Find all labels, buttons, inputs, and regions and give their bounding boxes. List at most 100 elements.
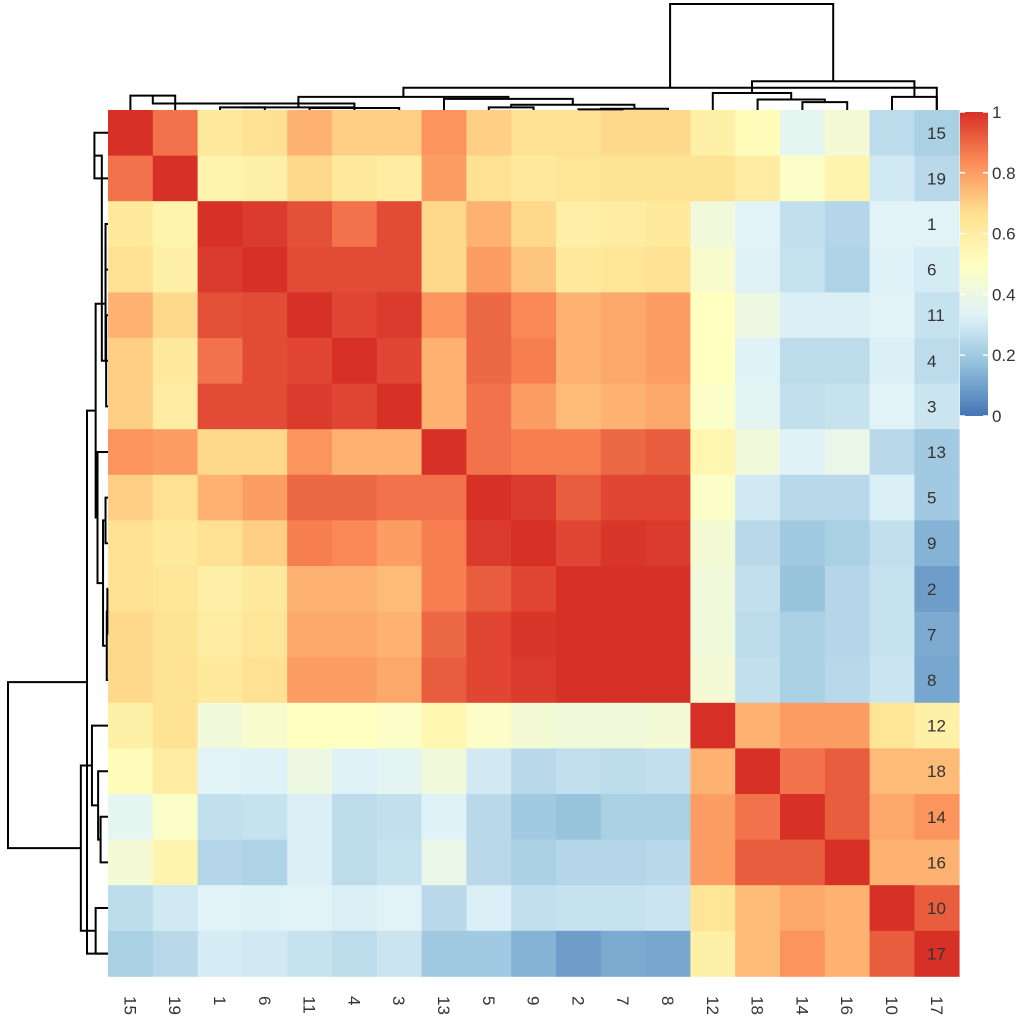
heatmap-cell-19-19 [152,155,198,202]
heatmap-cell-11-15 [108,292,154,339]
heatmap-cell-19-18 [735,155,781,202]
heatmap-cell-5-2 [556,474,602,521]
heatmap-cell-15-19 [152,110,198,156]
heatmap-cell-5-1 [197,474,243,521]
heatmap-cell-2-12 [690,566,736,612]
heatmap-cell-13-19 [152,429,198,476]
heatmap-cell-13-16 [824,429,870,476]
heatmap-cell-15-5 [466,110,512,156]
heatmap-cell-8-18 [735,657,781,704]
column-label: 5 [479,996,498,1005]
row-label: 12 [927,717,946,736]
column-label: 16 [837,996,856,1015]
heatmap-cell-12-12 [690,702,736,749]
heatmap-cell-3-16 [824,383,870,430]
heatmap-cell-18-8 [645,748,691,795]
heatmap-cell-19-10 [869,155,915,202]
heatmap-cell-11-7 [600,292,646,339]
heatmap-cell-9-9 [511,520,557,567]
heatmap-cell-10-4 [332,885,378,932]
row-label: 16 [927,853,946,872]
heatmap-cell-18-17 [914,748,960,795]
heatmap-cell-8-15 [108,657,154,704]
heatmap-cell-10-18 [735,885,781,932]
heatmap-cell-14-9 [511,794,557,840]
heatmap-cell-3-6 [242,383,288,430]
heatmap-cell-11-2 [556,292,602,339]
heatmap-cell-19-14 [780,155,826,202]
heatmap-cell-9-7 [600,520,646,567]
heatmap-cell-18-18 [735,748,781,795]
heatmap-cell-15-4 [332,110,378,156]
heatmap-cell-4-2 [556,338,602,384]
heatmap-cell-15-7 [600,110,646,156]
heatmap-cell-9-16 [824,520,870,567]
heatmap-cell-9-5 [466,520,512,567]
column-label: 13 [434,996,453,1015]
row-label: 4 [927,352,936,371]
heatmap-cell-4-4 [332,338,378,384]
heatmap-cell-3-12 [690,383,736,430]
heatmap-cell-4-13 [421,338,467,384]
column-label: 14 [792,996,811,1015]
heatmap-cell-1-10 [869,201,915,248]
heatmap-cell-11-3 [376,292,422,339]
heatmap-cell-18-13 [421,748,467,795]
column-dendrogram-branch [711,91,793,110]
heatmap-cell-12-9 [511,702,557,749]
heatmap-cell-17-6 [242,930,288,977]
heatmap-cell-13-1 [197,429,243,476]
heatmap-cell-17-4 [332,930,378,977]
heatmap-cell-4-1 [197,338,243,384]
heatmap-cell-7-16 [824,611,870,658]
heatmap-cell-3-5 [466,383,512,430]
heatmap-cell-17-10 [869,930,915,977]
heatmap-cell-11-9 [511,292,557,339]
heatmap-cell-15-10 [869,110,915,156]
heatmap-cell-19-5 [466,155,512,202]
heatmap-cell-9-11 [287,520,333,567]
heatmap-cell-13-18 [735,429,781,476]
heatmap-cell-17-3 [376,930,422,977]
heatmap-cell-19-17 [914,155,960,202]
heatmap-cell-3-18 [735,383,781,430]
heatmap-cell-8-5 [466,657,512,704]
heatmap-cell-3-19 [152,383,198,430]
heatmap-cell-13-17 [914,429,960,476]
heatmap-cell-6-17 [914,246,960,293]
heatmap-cell-18-3 [376,748,422,795]
heatmap-cell-6-11 [287,246,333,293]
heatmap-cell-12-8 [645,702,691,749]
heatmap-cell-8-12 [690,657,736,704]
heatmap-cell-9-13 [421,520,467,567]
heatmap-cell-4-15 [108,338,154,384]
heatmap-cell-6-3 [376,246,422,293]
heatmap-cell-16-13 [421,839,467,886]
heatmap-cell-1-17 [914,201,960,248]
heatmap-cell-9-3 [376,520,422,567]
heatmap-cell-18-19 [152,748,198,795]
column-label: 17 [927,996,946,1015]
column-label: 11 [300,996,319,1014]
heatmap-cell-9-19 [152,520,198,567]
heatmap-cell-8-11 [287,657,333,704]
heatmap-cell-18-4 [332,748,378,795]
heatmap-cell-19-12 [690,155,736,202]
heatmap-cell-17-2 [556,930,602,977]
heatmap-cell-3-15 [108,383,154,430]
heatmap-cell-4-10 [869,338,915,384]
heatmap-cell-18-15 [108,748,154,795]
heatmap-cell-3-17 [914,383,960,430]
heatmap-cell-2-14 [780,566,826,612]
heatmap-cell-12-7 [600,702,646,749]
heatmap-cell-3-1 [197,383,243,430]
heatmap-cell-2-3 [376,566,422,612]
heatmap-cell-7-14 [780,611,826,658]
heatmap-cell-1-4 [332,201,378,248]
heatmap-cell-18-6 [242,748,288,795]
column-dendrogram-branch [801,101,849,110]
heatmap-cell-18-14 [780,748,826,795]
heatmap-cell-1-18 [735,201,781,248]
heatmap-cell-5-13 [421,474,467,521]
heatmap-cell-12-17 [914,702,960,749]
